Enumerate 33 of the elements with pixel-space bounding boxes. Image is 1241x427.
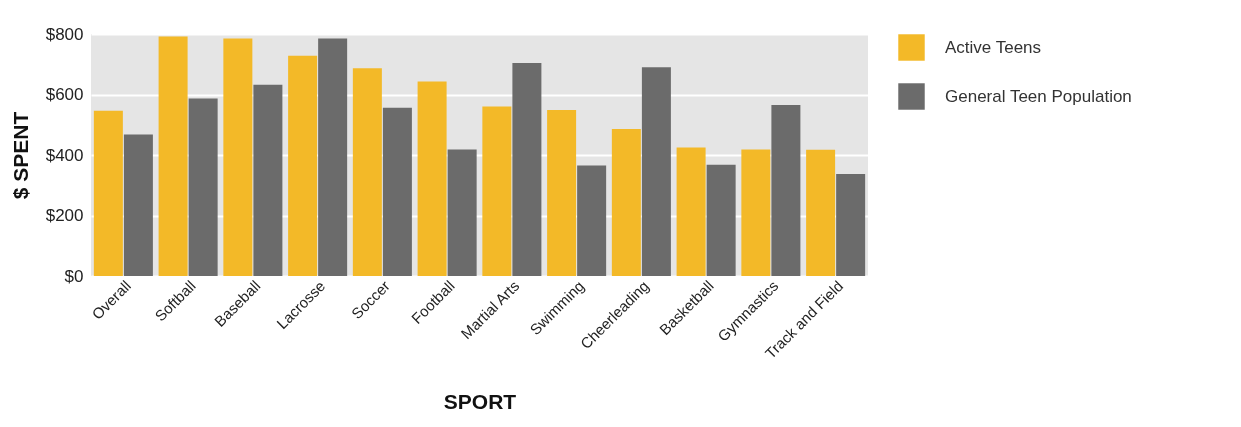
bar bbox=[158, 36, 188, 276]
y-tick-label: $800 bbox=[45, 24, 84, 44]
bar bbox=[771, 105, 801, 276]
legend-label: General Teen Population bbox=[945, 86, 1132, 106]
bar bbox=[641, 67, 671, 276]
bar bbox=[417, 81, 447, 276]
bar bbox=[547, 109, 577, 276]
bar bbox=[93, 110, 123, 276]
bar bbox=[676, 147, 706, 276]
bar bbox=[223, 38, 253, 276]
bar bbox=[318, 38, 348, 276]
bar bbox=[123, 134, 153, 276]
bar bbox=[352, 68, 382, 276]
x-axis-title: SPORT bbox=[443, 389, 517, 413]
y-tick-label: $400 bbox=[45, 145, 84, 165]
bar bbox=[188, 98, 218, 276]
bar bbox=[447, 149, 477, 276]
bar bbox=[836, 174, 866, 276]
y-tick-label: $200 bbox=[45, 206, 84, 225]
y-tick-label: $600 bbox=[45, 85, 84, 104]
bar bbox=[806, 149, 836, 276]
bar bbox=[706, 164, 736, 276]
bar bbox=[611, 128, 641, 276]
legend-label: Active Teens bbox=[945, 37, 1042, 57]
bar bbox=[512, 63, 542, 276]
bar bbox=[741, 149, 771, 276]
bar bbox=[288, 55, 318, 276]
y-axis-title: $ SPENT bbox=[8, 111, 32, 200]
y-tick-label: $0 bbox=[64, 266, 84, 286]
bar bbox=[577, 165, 607, 276]
bar bbox=[482, 106, 512, 276]
bar bbox=[382, 107, 412, 276]
bar bbox=[253, 84, 283, 276]
